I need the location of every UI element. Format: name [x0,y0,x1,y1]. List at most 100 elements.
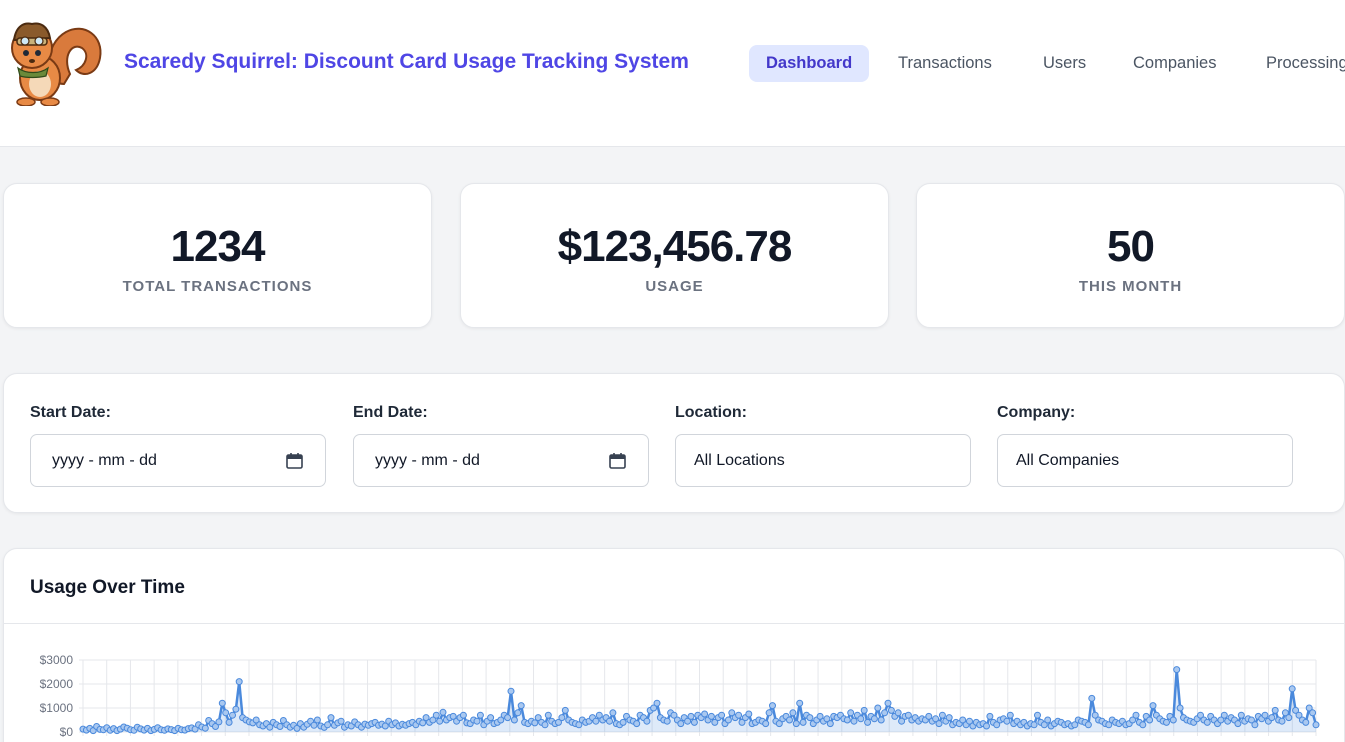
data-point [643,717,651,725]
data-point [459,711,467,719]
data-point [232,705,240,713]
data-point [823,715,831,723]
data-point [986,712,994,720]
start-date-input[interactable]: yyyy - mm - dd [30,434,326,487]
data-point [792,720,800,728]
data-point [595,711,603,719]
data-point [222,709,230,717]
data-point [1030,721,1038,729]
stat-value: 1234 [170,222,266,271]
nav-users[interactable]: Users [1043,54,1087,72]
data-point [860,706,868,714]
y-tick-label: $1000 [40,701,74,715]
stat-card-total-transactions: 1234 TOTAL TRANSACTIONS [3,183,432,328]
data-point [293,724,301,732]
data-point [1302,718,1310,726]
data-point [894,709,902,717]
start-date-label: Start Date: [30,404,111,421]
data-point [1169,716,1177,724]
nav-transactions[interactable]: Transactions [898,54,992,72]
app-header: Scaredy Squirrel: Discount Card Usage Tr… [0,0,1345,147]
data-point [1237,711,1245,719]
data-point [1197,711,1204,719]
data-point [252,716,260,724]
data-point [1271,706,1279,714]
data-point [544,711,552,719]
calendar-icon[interactable] [609,453,626,469]
data-point [932,715,940,723]
data-point [310,721,318,729]
data-point [429,716,437,724]
data-point [1278,717,1286,725]
data-point [1149,702,1157,710]
calendar-icon[interactable] [286,453,303,469]
data-point [1234,720,1242,728]
company-select[interactable]: All Companies [997,434,1293,487]
data-point [531,719,539,727]
data-point [1292,706,1300,714]
data-point [313,716,321,724]
data-point [765,709,773,717]
data-point [1034,711,1041,719]
usage-chart-card: Usage Over Time $0 $1000 $2000 $3000 [3,548,1345,742]
data-point [993,721,1001,729]
data-point [1203,718,1211,726]
data-point [881,709,889,717]
nav-companies[interactable]: Companies [1133,54,1217,72]
stat-card-usage: $123,456.78 USAGE [460,183,889,328]
data-point [670,711,678,719]
squirrel-logo [11,22,102,106]
data-point [1084,721,1092,729]
data-point [1176,704,1184,712]
data-point [728,709,736,717]
start-date-placeholder: yyyy - mm - dd [52,452,157,469]
data-point [1105,721,1113,729]
stat-value: $123,456.78 [557,222,793,271]
data-point [983,722,990,730]
data-point [561,706,569,714]
data-point [504,714,512,722]
data-point [1281,709,1289,717]
data-point [229,711,236,719]
data-point [473,717,481,725]
data-point [687,712,695,720]
location-select[interactable]: All Locations [675,434,971,487]
data-point [874,704,882,712]
data-point [769,702,776,710]
data-point [1044,716,1052,724]
data-point [439,708,447,716]
stat-value: 50 [1107,222,1155,271]
data-point [517,702,525,710]
data-point [701,710,709,718]
data-point [684,717,692,725]
end-date-input[interactable]: yyyy - mm - dd [353,434,649,487]
data-point [786,716,793,724]
data-point [1248,716,1255,724]
data-point [1220,711,1228,719]
data-point [476,711,484,719]
data-point [650,704,658,712]
data-point [850,717,858,725]
data-point [1139,721,1147,729]
data-point [1071,721,1079,729]
data-point [847,709,855,717]
stat-label: USAGE [645,278,704,295]
data-point [201,724,209,732]
data-point [707,712,715,720]
data-point [575,721,583,729]
data-point [735,711,743,719]
data-point [1129,716,1137,724]
data-point [799,718,807,726]
nav-processing[interactable]: Processing [1266,54,1345,72]
data-point [1285,714,1293,722]
data-point [843,716,851,724]
data-point [541,721,549,729]
location-label: Location: [675,404,747,421]
data-point [938,711,946,719]
nav-dashboard[interactable]: Dashboard [749,45,870,82]
data-point [1288,685,1296,693]
data-point [1088,694,1096,702]
data-point [745,710,753,718]
divider [4,623,1344,624]
data-point [324,721,332,729]
